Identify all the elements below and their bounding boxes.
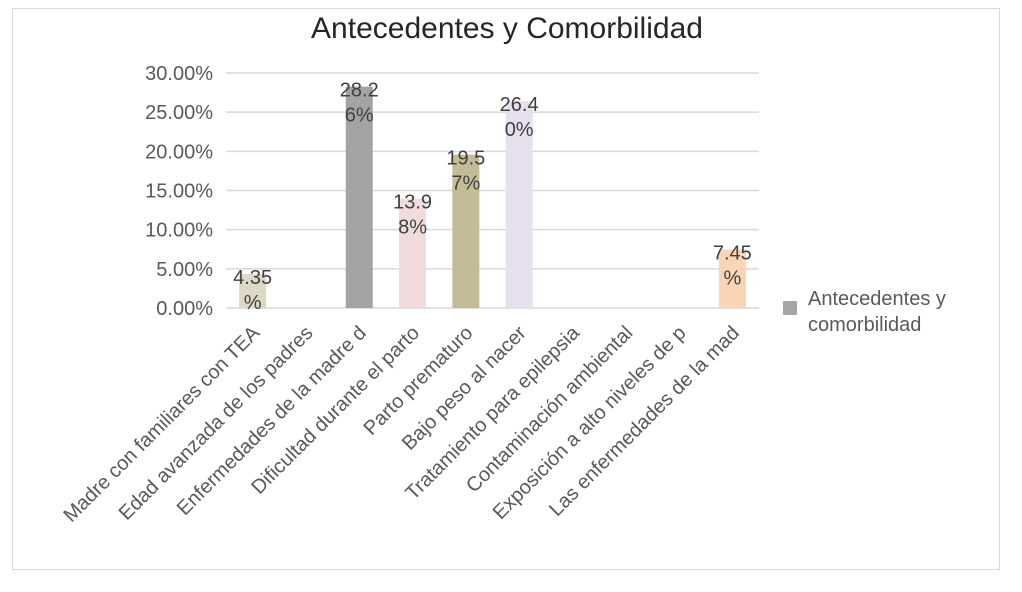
data-label: 6% <box>345 105 374 127</box>
data-label: % <box>244 292 262 314</box>
y-tick-label: 25.00% <box>145 102 213 124</box>
y-tick-label: 30.00% <box>145 63 213 85</box>
bar <box>718 249 746 308</box>
bar <box>345 86 373 308</box>
data-label: 0% <box>505 119 534 141</box>
legend-swatch <box>783 301 797 315</box>
y-tick-label: 15.00% <box>145 181 213 203</box>
legend-label: Antecedentes y <box>808 288 946 310</box>
data-label: 28.2 <box>340 80 379 102</box>
bar <box>239 273 267 308</box>
legend-label: comorbilidad <box>808 314 921 336</box>
x-tick-label: Exposición a alto niveles de p <box>489 322 691 524</box>
chart-frame: Antecedentes y Comorbilidad 0.00% 5.00% 10… <box>12 8 1000 570</box>
y-tick-label: 0.00% <box>156 298 213 320</box>
data-label: 13.9 <box>393 191 432 213</box>
data-label: 19.5 <box>446 148 485 170</box>
bar <box>505 101 533 308</box>
bars <box>239 86 746 308</box>
y-axis: 0.00% 5.00% 10.00% 15.00% 20.00% 25.00% 30.00% <box>145 63 213 320</box>
data-labels: 4.35% 28.2 6% 13.9 8% 19.5 7% 26.4 0% 7.45% <box>233 80 752 314</box>
data-label: 4.35 <box>233 267 272 289</box>
grid-layer <box>226 72 759 309</box>
data-label: % <box>723 268 741 290</box>
data-label: 7.45 <box>713 243 752 265</box>
x-tick-label: Madre con familiares con TEA <box>59 322 264 527</box>
bar <box>452 154 480 308</box>
chart-title: Antecedentes y Comorbilidad <box>311 12 703 45</box>
data-label: 7% <box>451 173 480 195</box>
y-tick-label: 20.00% <box>145 141 213 163</box>
data-label: 26.4 <box>500 94 539 116</box>
bar <box>399 198 427 308</box>
y-tick-label: 5.00% <box>156 259 213 281</box>
x-tick-label: Edad avanzada de los padres <box>115 322 318 525</box>
chart-svg: Antecedentes y Comorbilidad 0.00% 5.00% 10… <box>59 12 946 527</box>
legend: Antecedentes y comorbilidad <box>783 288 946 336</box>
y-tick-label: 10.00% <box>145 220 213 242</box>
data-label: 8% <box>398 216 427 238</box>
